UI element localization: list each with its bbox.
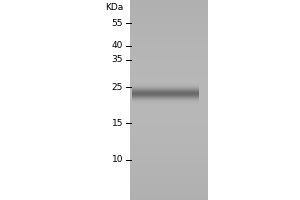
Text: 40: 40 bbox=[112, 42, 123, 50]
Text: 10: 10 bbox=[112, 156, 123, 164]
Text: 35: 35 bbox=[112, 55, 123, 64]
Text: 15: 15 bbox=[112, 118, 123, 128]
Text: 55: 55 bbox=[112, 19, 123, 27]
Text: 25: 25 bbox=[112, 83, 123, 92]
Text: KDa: KDa bbox=[105, 3, 123, 12]
